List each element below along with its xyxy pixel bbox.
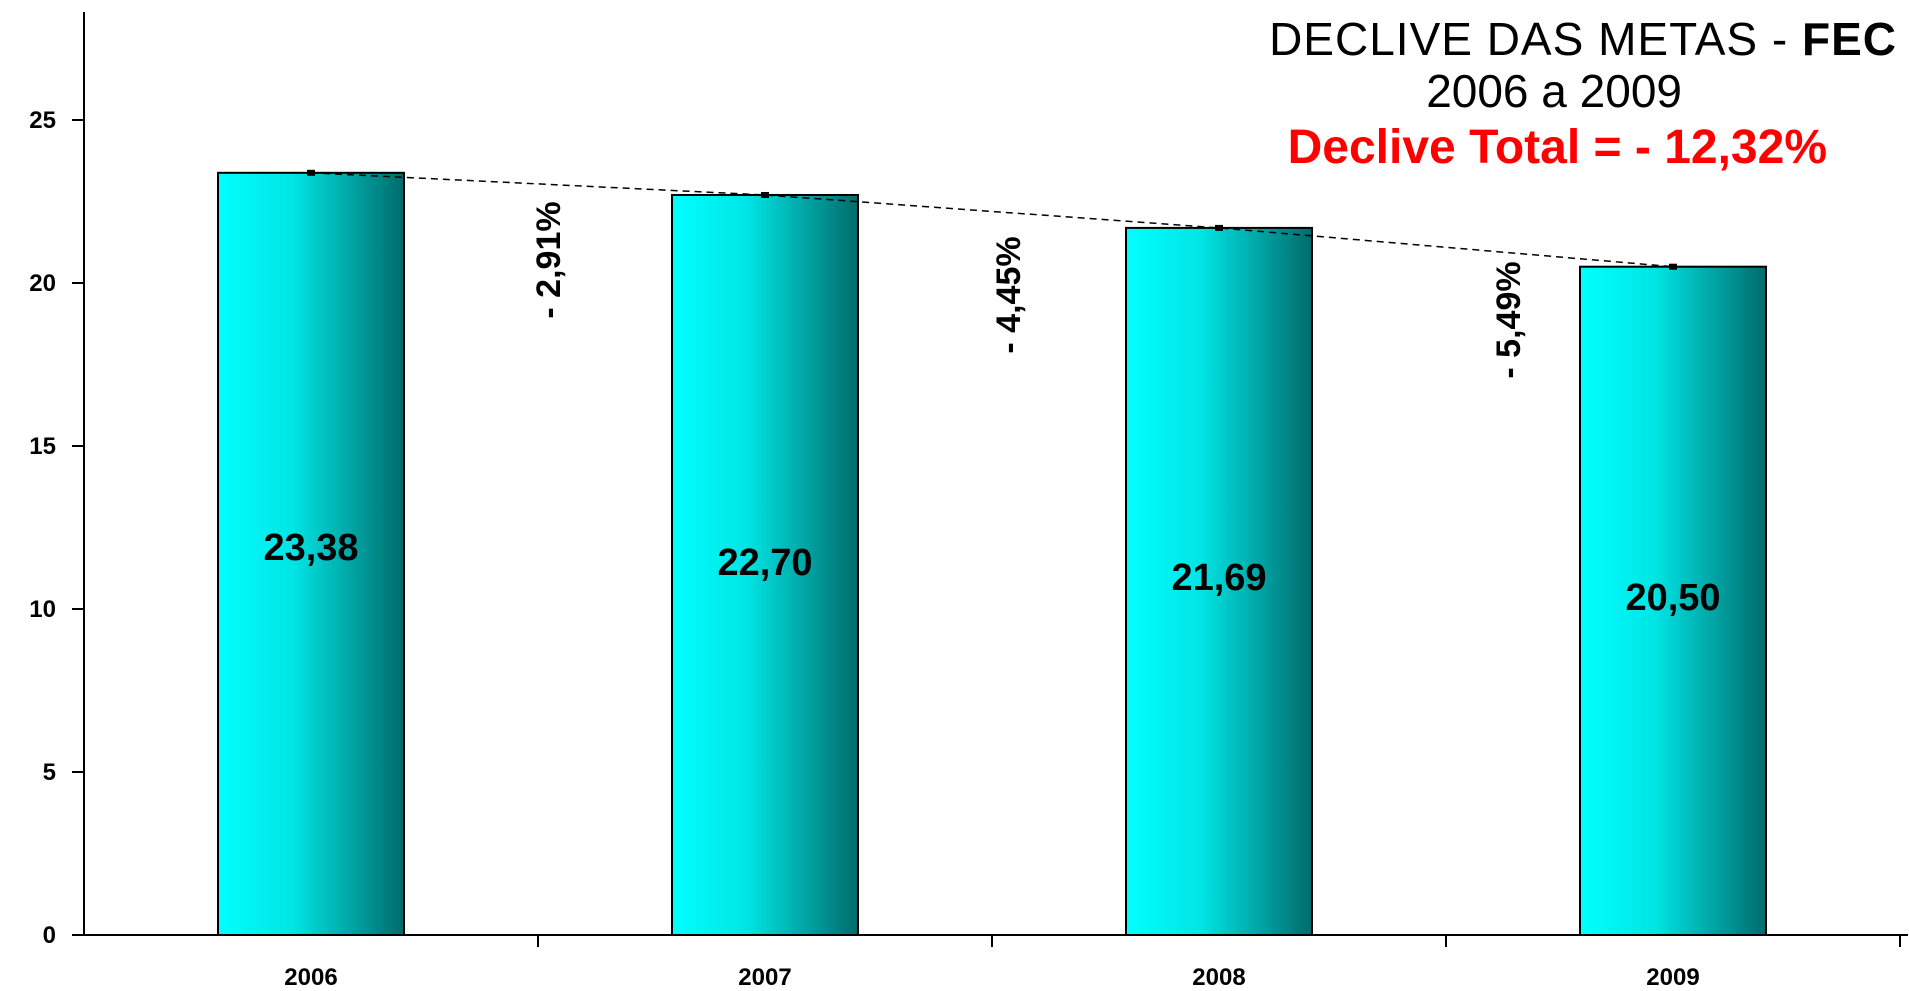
x-tick-label: 2006 — [284, 964, 337, 991]
chart-title: DECLIVE DAS METAS - FEC 2006 a 2009 Decl… — [897, 13, 1897, 175]
bar — [1125, 226, 1313, 936]
title-line-1: DECLIVE DAS METAS - FEC — [897, 13, 1897, 66]
x-tick-label: 2007 — [738, 964, 791, 991]
data-label: 20,50 — [1625, 577, 1720, 619]
bar — [1579, 265, 1767, 936]
annotation-label: - 4,45% — [990, 236, 1028, 353]
title-main: DECLIVE DAS METAS - — [1269, 13, 1802, 65]
y-tick-label: 0 — [43, 922, 56, 949]
data-label: 23,38 — [263, 527, 358, 569]
annotation-label: - 5,49% — [1490, 261, 1528, 378]
title-line-2: 2006 a 2009 — [1426, 64, 1682, 117]
bars — [217, 169, 1767, 937]
bar-top-marker — [761, 191, 769, 198]
labels: 2006 23,38 2007 22,70 2008 21,69 2009 20,50 - 2,… — [263, 201, 1720, 991]
y-tick-label: 15 — [29, 433, 56, 460]
title-line-3: Declive Total = - 12,32% — [1287, 121, 1827, 175]
bar — [671, 193, 859, 937]
title-bold: FEC — [1802, 13, 1897, 65]
data-label: 21,69 — [1171, 557, 1266, 599]
y-tick-label: 5 — [43, 759, 56, 786]
y-tick-label: 25 — [29, 107, 56, 134]
x-tick-label: 2008 — [1192, 964, 1245, 991]
bar-top-marker — [1215, 224, 1223, 231]
y-tick-label: 20 — [29, 270, 56, 297]
bar-top-marker — [1669, 263, 1677, 270]
annotation-label: - 2,91% — [530, 201, 568, 318]
data-label: 22,70 — [717, 542, 812, 584]
y-tick-label: 10 — [29, 596, 56, 623]
bar — [217, 171, 405, 936]
x-tick-label: 2009 — [1646, 964, 1699, 991]
